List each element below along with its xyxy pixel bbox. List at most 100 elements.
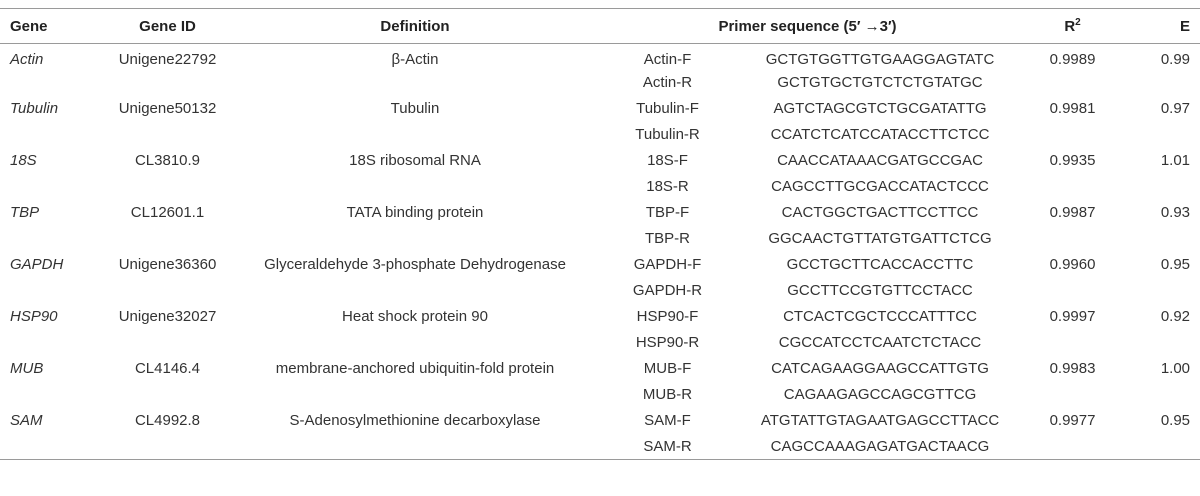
reverse-primer-name-cell: MUB-R — [642, 386, 693, 403]
forward-primer-sequence-cell: CAACCATAAACGATGCCGAC — [777, 152, 983, 169]
gene-id-cell: Unigene36360 — [118, 256, 217, 273]
forward-primer-sequence-cell: CACTGGCTGACTTCCTTCC — [781, 204, 979, 221]
empty-cell — [235, 330, 595, 356]
gene-id-cell: Unigene50132 — [118, 100, 217, 117]
header-r-squared: R2 — [1020, 8, 1126, 44]
gene-id-cell: CL12601.1 — [130, 204, 205, 221]
table-row: Actin-R GCTGTGCTGTCTCTGTATGC — [0, 70, 1200, 96]
empty-cell — [1020, 330, 1125, 356]
empty-cell — [100, 122, 235, 148]
empty-cell — [1125, 330, 1200, 356]
r-squared-cell: 0.9989 — [1049, 51, 1096, 69]
empty-cell — [235, 174, 595, 200]
definition-cell: β-Actin — [391, 51, 439, 69]
table-row: MUB-R CAGAAGAGCCAGCGTTCG — [0, 382, 1200, 408]
table-row: MUB CL4146.4 membrane-anchored ubiquitin-f… — [0, 356, 1200, 382]
definition-cell: 18S ribosomal RNA — [349, 152, 481, 169]
empty-cell — [100, 70, 235, 96]
gene-id-cell: Unigene32027 — [118, 308, 217, 325]
forward-primer-name-cell: TBP-F — [645, 204, 690, 221]
gene-id-cell: Unigene22792 — [118, 51, 217, 69]
gene-cell: SAM — [10, 412, 43, 429]
efficiency-cell: 0.95 — [1160, 256, 1191, 273]
empty-cell — [235, 70, 595, 96]
reverse-primer-name-cell: Actin-R — [642, 74, 693, 91]
reverse-primer-sequence-cell: CAGAAGAGCCAGCGTTCG — [783, 386, 977, 403]
r-squared-cell: 0.9935 — [1049, 152, 1096, 169]
forward-primer-name-cell: Actin-F — [643, 51, 692, 69]
table-row: SAM-R CAGCCAAAGAGATGACTAACG — [0, 433, 1200, 460]
empty-cell — [1020, 122, 1125, 148]
empty-cell — [0, 330, 100, 356]
table-row: TBP CL12601.1 TATA binding protein TBP-F CAC… — [0, 200, 1200, 226]
gene-cell: GAPDH — [10, 256, 64, 273]
table-row: TBP-R GGCAACTGTTATGTGATTCTCG — [0, 226, 1200, 252]
reverse-primer-name-cell: HSP90-R — [635, 334, 700, 351]
r-squared-cell: 0.9960 — [1049, 256, 1096, 273]
r-squared-cell: 0.9977 — [1049, 412, 1096, 429]
header-gene: Gene — [0, 8, 100, 44]
reference-gene-table: Gene Gene ID Definition Primer sequence … — [0, 8, 1200, 460]
empty-cell — [0, 226, 100, 252]
empty-cell — [1020, 174, 1125, 200]
table-row: GAPDH Unigene36360 Glyceraldehyde 3-phosph… — [0, 252, 1200, 278]
reverse-primer-sequence-cell: CGCCATCCTCAATCTCTACC — [778, 334, 982, 351]
header-row: Gene Gene ID Definition Primer sequence … — [0, 8, 1200, 44]
header-efficiency: E — [1125, 8, 1200, 44]
gene-id-cell: CL3810.9 — [134, 152, 201, 169]
table-row: HSP90-R CGCCATCCTCAATCTCTACC — [0, 330, 1200, 356]
forward-primer-sequence-cell: GCCTGCTTCACCACCTTC — [786, 256, 974, 273]
empty-cell — [1125, 278, 1200, 304]
efficiency-cell: 0.93 — [1160, 204, 1191, 221]
definition-cell: membrane-anchored ubiquitin-fold protein — [275, 360, 555, 377]
table-row: Actin Unigene22792 β-Actin Actin-F GCTGTGGTT… — [0, 44, 1200, 70]
definition-cell: S-Adenosylmethionine decarboxylase — [289, 412, 541, 429]
empty-cell — [235, 433, 595, 460]
empty-cell — [1020, 70, 1125, 96]
efficiency-cell: 1.01 — [1160, 152, 1191, 169]
empty-cell — [235, 382, 595, 408]
forward-primer-name-cell: SAM-F — [644, 412, 691, 429]
empty-cell — [100, 433, 235, 460]
empty-cell — [100, 174, 235, 200]
empty-cell — [0, 382, 100, 408]
empty-cell — [0, 70, 100, 96]
reverse-primer-sequence-cell: GCTGTGCTGTCTCTGTATGC — [777, 74, 983, 91]
table-body: Actin Unigene22792 β-Actin Actin-F GCTGTGGTT… — [0, 44, 1200, 460]
r-squared-cell: 0.9997 — [1049, 308, 1096, 325]
table-row: SAM CL4992.8 S-Adenosylmethionine decarbox… — [0, 408, 1200, 434]
definition-cell: Glyceraldehyde 3-phosphate Dehydrogenase — [264, 256, 566, 273]
efficiency-cell: 1.00 — [1160, 360, 1191, 377]
forward-primer-name-cell: GAPDH-F — [633, 256, 702, 273]
table-row: HSP90 Unigene32027 Heat shock protein 90 HS… — [0, 304, 1200, 330]
r-squared-cell: 0.9981 — [1049, 100, 1096, 117]
table-row: GAPDH-R GCCTTCCGTGTTCCTACC — [0, 278, 1200, 304]
table-row: Tubulin Unigene50132 Tubulin Tubulin-F AGTCT… — [0, 96, 1200, 122]
reverse-primer-sequence-cell: CAGCCTTGCGACCATACTCCC — [771, 178, 989, 195]
forward-primer-name-cell: Tubulin-F — [636, 100, 699, 117]
table-row: Tubulin-R CCATCTCATCCATACCTTCTCC — [0, 122, 1200, 148]
table-row: 18S-R CAGCCTTGCGACCATACTCCC — [0, 174, 1200, 200]
reverse-primer-name-cell: TBP-R — [645, 230, 690, 247]
empty-cell — [100, 226, 235, 252]
header-primer-sequence: Primer sequence (5′ →3′) — [595, 8, 1021, 44]
empty-cell — [235, 226, 595, 252]
gene-id-cell: CL4146.4 — [134, 360, 201, 377]
empty-cell — [1125, 382, 1200, 408]
reverse-primer-name-cell: Tubulin-R — [635, 126, 700, 143]
empty-cell — [1020, 278, 1125, 304]
empty-cell — [1125, 433, 1200, 460]
gene-cell: MUB — [10, 360, 44, 377]
gene-cell: TBP — [10, 204, 40, 221]
efficiency-cell: 0.99 — [1160, 51, 1191, 69]
definition-cell: Tubulin — [390, 100, 440, 117]
reverse-primer-name-cell: SAM-R — [595, 433, 740, 460]
gene-id-cell: CL4992.8 — [134, 412, 201, 429]
forward-primer-name-cell: 18S-F — [647, 152, 688, 169]
reverse-primer-sequence-cell: GCCTTCCGTGTTCCTACC — [787, 282, 973, 299]
empty-cell — [1125, 122, 1200, 148]
empty-cell — [1020, 226, 1125, 252]
forward-primer-sequence-cell: GCTGTGGTTGTGAAGGAGTATC — [765, 51, 995, 69]
gene-cell: Actin — [10, 51, 44, 69]
